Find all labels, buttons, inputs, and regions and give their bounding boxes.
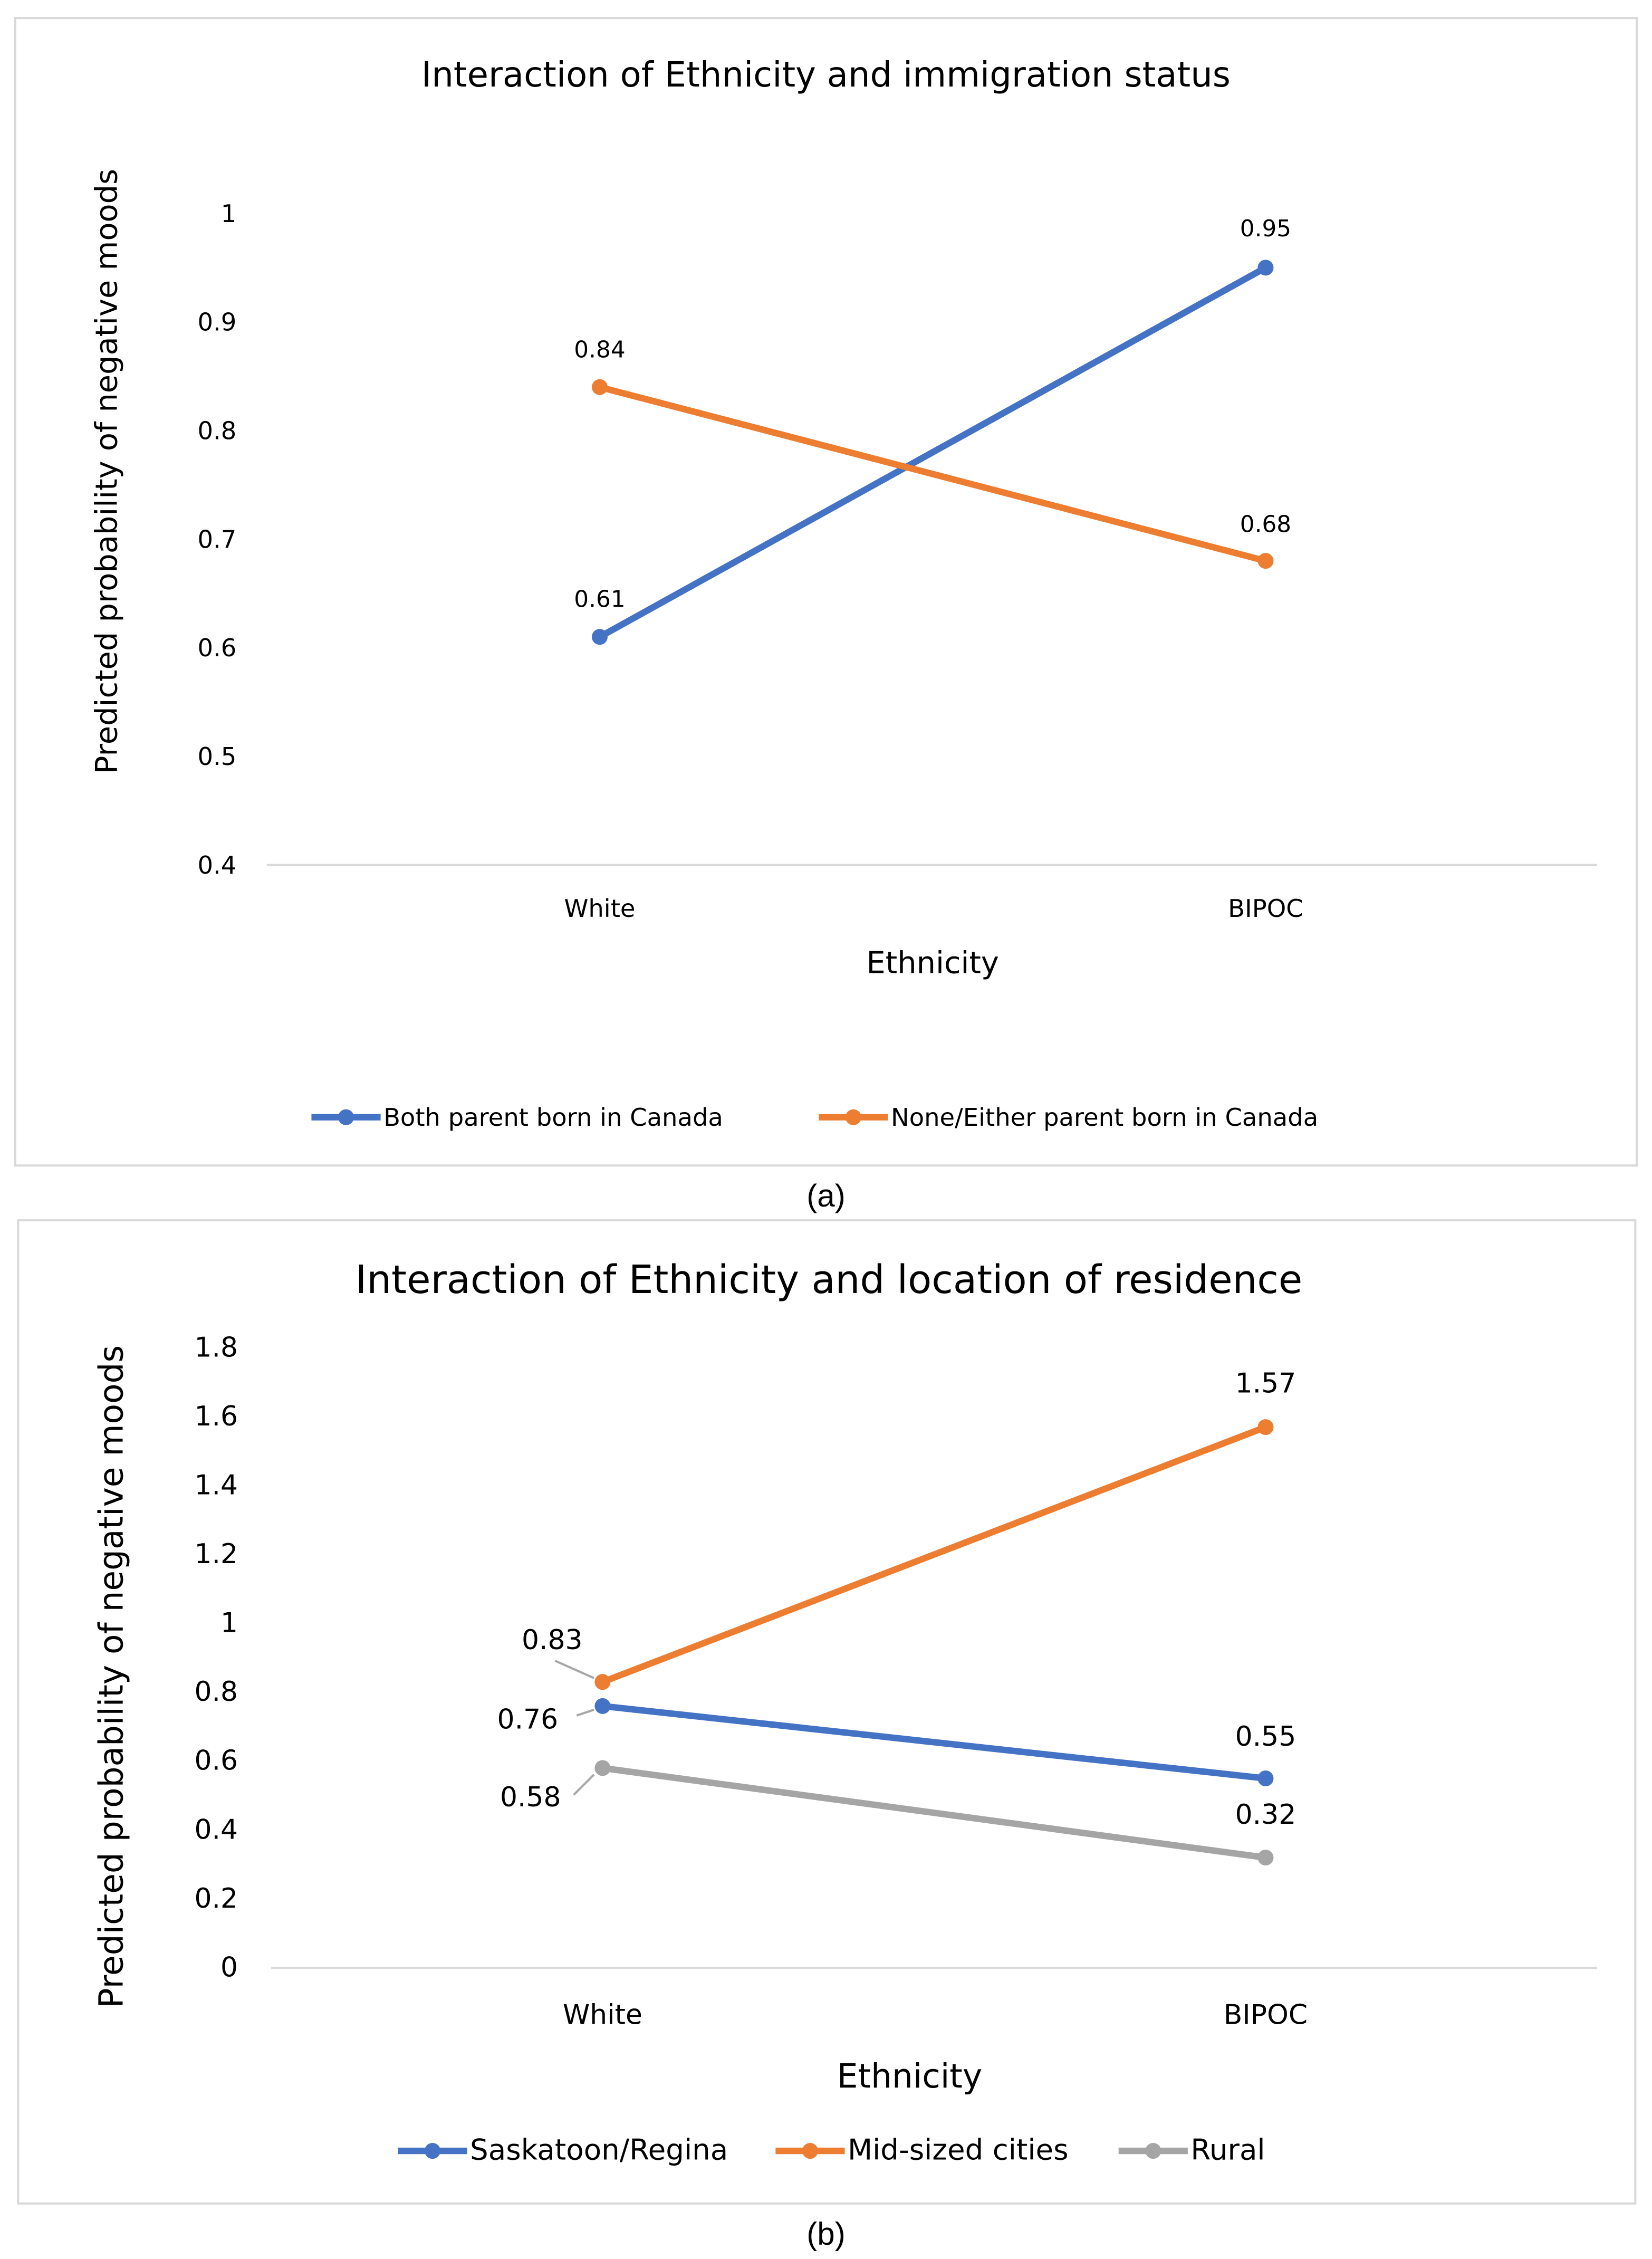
chart-b-legend: Saskatoon/Regina Mid-sized cities Rural — [398, 2132, 1265, 2166]
y-tick-label: 0.2 — [195, 1883, 238, 1915]
chart-b: Interaction of Ethnicity and location of… — [17, 1219, 1637, 2252]
data-label: 0.83 — [522, 1624, 583, 1656]
legend-label: Mid-sized cities — [848, 2132, 1069, 2166]
data-point — [594, 1674, 611, 1690]
series-line — [596, 264, 1269, 640]
leader-line — [573, 1774, 595, 1796]
series-line — [599, 1702, 1269, 1782]
chart-a-plot: 0.4 0.5 0.6 0.7 0.8 0.9 1 White BIPOC 0.61 0.95 0.8… — [198, 199, 1597, 923]
chart-a-legend: Both parent born in Canada None/Either pa… — [311, 1103, 1318, 1132]
data-label: 0.95 — [1240, 215, 1291, 242]
chart-b-frame — [17, 1219, 1637, 2205]
legend-label: Both parent born in Canada — [383, 1103, 723, 1132]
data-label: 0.58 — [500, 1782, 561, 1813]
legend-swatch-marker — [802, 2143, 818, 2159]
chart-b-caption: (b) — [806, 2216, 845, 2252]
data-point — [591, 379, 608, 395]
data-label: 0.76 — [497, 1703, 559, 1735]
leader-line — [576, 1708, 594, 1717]
data-label: 0.84 — [574, 337, 625, 363]
data-point — [1257, 1850, 1274, 1866]
legend-swatch-marker — [424, 2143, 441, 2159]
data-point — [1257, 553, 1274, 569]
x-tick-label: White — [564, 894, 635, 923]
y-tick-label: 0.8 — [198, 417, 237, 445]
data-point — [594, 1698, 611, 1714]
legend-label: Rural — [1190, 2132, 1265, 2166]
x-tick-label: BIPOC — [1224, 1999, 1308, 2031]
chart-a-title: Interaction of Ethnicity and immigration… — [421, 55, 1231, 95]
y-tick-label: 1 — [221, 199, 237, 228]
chart-a-frame — [14, 17, 1638, 1167]
y-tick-label: 0.9 — [198, 308, 237, 337]
data-point — [594, 1760, 611, 1776]
series-line — [599, 1423, 1269, 1686]
legend-label: Saskatoon/Regina — [470, 2132, 728, 2166]
chart-b-ylabel: Predicted probability of negative moods — [92, 1345, 130, 2008]
data-label: 0.55 — [1235, 1721, 1296, 1753]
y-tick-label: 0.5 — [198, 742, 237, 771]
y-tick-label: 0.4 — [195, 1814, 238, 1845]
y-tick-label: 1.8 — [195, 1332, 238, 1363]
series-line — [596, 384, 1269, 564]
data-label: 1.57 — [1235, 1368, 1296, 1400]
data-point — [1257, 1419, 1274, 1435]
x-tick-label: BIPOC — [1228, 894, 1303, 923]
y-tick-label: 0 — [220, 1951, 238, 1983]
y-tick-label: 1 — [220, 1607, 238, 1639]
y-tick-label: 0.8 — [195, 1676, 238, 1708]
leader-line — [554, 1660, 594, 1679]
y-tick-label: 0.7 — [198, 525, 237, 553]
series-line — [599, 1765, 1269, 1861]
y-tick-label: 0.6 — [195, 1745, 238, 1777]
legend-label: None/Either parent born in Canada — [891, 1103, 1318, 1132]
legend-swatch-marker — [845, 1109, 861, 1125]
y-tick-label: 1.2 — [195, 1538, 238, 1570]
chart-b-plot: 0 0.2 0.4 0.6 0.8 1 1.2 1.4 1.6 1.8 White BIPOC 0.76… — [195, 1332, 1597, 2031]
data-label: 0.61 — [574, 586, 625, 612]
x-tick-label: White — [563, 1999, 642, 2031]
data-point — [591, 629, 608, 645]
chart-a: Interaction of Ethnicity and immigration… — [14, 17, 1638, 1213]
data-point — [1257, 1770, 1274, 1787]
legend-swatch-marker — [338, 1109, 354, 1125]
chart-b-xlabel: Ethnicity — [837, 2057, 982, 2095]
chart-b-title: Interaction of Ethnicity and location of… — [356, 1258, 1303, 1303]
chart-a-caption: (a) — [806, 1178, 845, 1213]
y-tick-label: 0.4 — [198, 851, 237, 879]
legend-swatch-marker — [1145, 2143, 1161, 2159]
data-label: 0.68 — [1240, 511, 1291, 538]
chart-a-ylabel: Predicted probability of negative moods — [89, 169, 124, 774]
y-tick-label: 1.4 — [195, 1470, 238, 1501]
data-point — [1257, 260, 1274, 276]
chart-a-xlabel: Ethnicity — [867, 945, 999, 981]
data-label: 0.32 — [1235, 1799, 1296, 1831]
y-tick-label: 1.6 — [195, 1401, 238, 1432]
y-tick-label: 0.6 — [198, 634, 237, 662]
